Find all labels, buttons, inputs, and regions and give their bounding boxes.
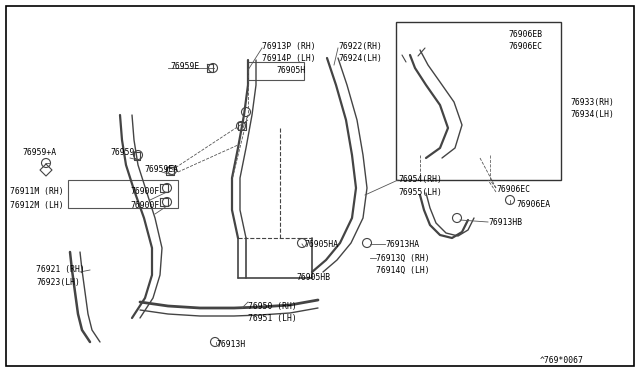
Text: 76922(RH): 76922(RH) bbox=[338, 42, 382, 51]
Text: 76913H: 76913H bbox=[216, 340, 245, 349]
Bar bbox=[68, 180, 178, 208]
Text: 76900F: 76900F bbox=[130, 187, 159, 196]
Text: 76911M (RH): 76911M (RH) bbox=[10, 187, 63, 196]
Bar bbox=[396, 22, 561, 180]
Text: 76905HA: 76905HA bbox=[304, 240, 338, 249]
Text: 76933(RH): 76933(RH) bbox=[570, 98, 614, 107]
Text: ^769*0067: ^769*0067 bbox=[540, 356, 584, 365]
Text: 76900F: 76900F bbox=[130, 201, 159, 210]
Text: 76959: 76959 bbox=[110, 148, 134, 157]
Text: 76913HA: 76913HA bbox=[385, 240, 419, 249]
Text: 76913HB: 76913HB bbox=[488, 218, 522, 227]
Text: 76906EC: 76906EC bbox=[496, 185, 530, 194]
Text: 76921 (RH): 76921 (RH) bbox=[36, 265, 84, 274]
Text: 76950 (RH): 76950 (RH) bbox=[248, 302, 297, 311]
Text: 76914P (LH): 76914P (LH) bbox=[262, 54, 316, 63]
Text: 76959EA: 76959EA bbox=[144, 165, 178, 174]
Text: 76913P (RH): 76913P (RH) bbox=[262, 42, 316, 51]
Text: 76954(RH): 76954(RH) bbox=[398, 175, 442, 184]
Text: 76951 (LH): 76951 (LH) bbox=[248, 314, 297, 323]
Text: 76905HB: 76905HB bbox=[296, 273, 330, 282]
Text: 76906EA: 76906EA bbox=[516, 200, 550, 209]
Text: 76955(LH): 76955(LH) bbox=[398, 188, 442, 197]
Text: 76914Q (LH): 76914Q (LH) bbox=[376, 266, 429, 275]
Text: 76923(LH): 76923(LH) bbox=[36, 278, 80, 287]
Text: 76906EC: 76906EC bbox=[508, 42, 542, 51]
Text: 76924(LH): 76924(LH) bbox=[338, 54, 382, 63]
Text: 76906EB: 76906EB bbox=[508, 30, 542, 39]
Text: 76912M (LH): 76912M (LH) bbox=[10, 201, 63, 210]
Text: 76905H: 76905H bbox=[276, 66, 305, 75]
Text: 76959+A: 76959+A bbox=[22, 148, 56, 157]
Text: 76934(LH): 76934(LH) bbox=[570, 110, 614, 119]
Bar bbox=[248, 62, 304, 80]
Text: 76913Q (RH): 76913Q (RH) bbox=[376, 254, 429, 263]
Text: 76959E: 76959E bbox=[170, 62, 199, 71]
